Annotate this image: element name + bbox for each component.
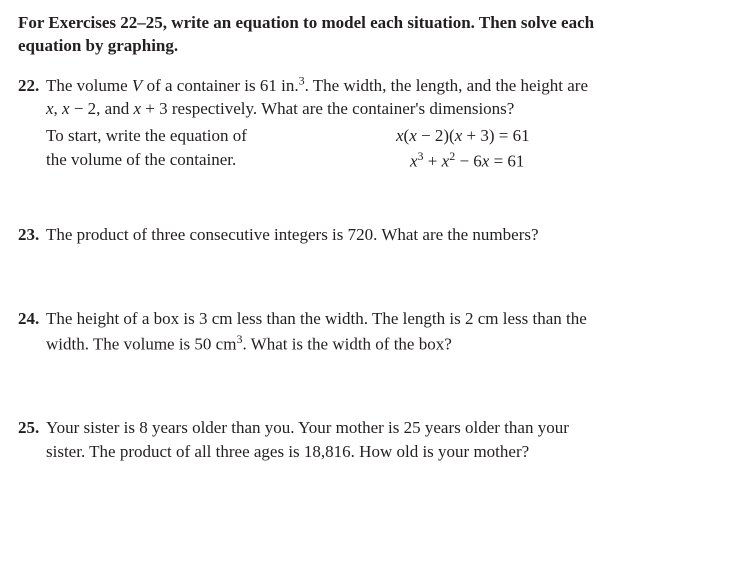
- hint-equations: x(x − 2)(x + 3) = 61 x3 + x2 − 6x = 61: [396, 124, 530, 173]
- instructions-line1: For Exercises 22–25, write an equation t…: [18, 13, 594, 32]
- exercise-text: Your sister is 8 years older than you. Y…: [46, 418, 569, 437]
- exercise-25-line2: sister. The product of all three ages is…: [18, 440, 735, 464]
- exercise-number: 22.: [18, 74, 46, 98]
- instructions-heading: For Exercises 22–25, write an equation t…: [18, 12, 735, 58]
- exercise-text: The height of a box is 3 cm less than th…: [46, 309, 587, 328]
- exercise-25: 25.Your sister is 8 years older than you…: [18, 416, 735, 464]
- exercise-25-line1: 25.Your sister is 8 years older than you…: [18, 416, 735, 440]
- exercise-24: 24.The height of a box is 3 cm less than…: [18, 307, 735, 356]
- hint-left-line1: To start, write the equation of: [46, 124, 396, 148]
- hint-left: To start, write the equation of the volu…: [46, 124, 396, 173]
- exercise-24-line1: 24.The height of a box is 3 cm less than…: [18, 307, 735, 331]
- hint-left-line2: the volume of the container.: [46, 148, 396, 172]
- exercise-23: 23.The product of three consecutive inte…: [18, 223, 735, 247]
- exercise-text: The volume V of a container is 61 in.3. …: [46, 76, 588, 95]
- exercise-22-line2: x, x − 2, and x + 3 respectively. What a…: [18, 97, 735, 121]
- exercise-22: 22.The volume V of a container is 61 in.…: [18, 72, 735, 174]
- equation-2: x3 + x2 − 6x = 61: [396, 148, 530, 173]
- exercise-24-line2: width. The volume is 50 cm3. What is the…: [18, 331, 735, 356]
- equation-1: x(x − 2)(x + 3) = 61: [396, 124, 530, 148]
- instructions-line2: equation by graphing.: [18, 36, 178, 55]
- exercise-number: 24.: [18, 307, 46, 331]
- exercise-number: 25.: [18, 416, 46, 440]
- exercise-22-line1: 22.The volume V of a container is 61 in.…: [18, 72, 735, 97]
- exercise-22-hint: To start, write the equation of the volu…: [18, 124, 735, 173]
- exercise-number: 23.: [18, 223, 46, 247]
- exercise-text: The product of three consecutive integer…: [46, 225, 539, 244]
